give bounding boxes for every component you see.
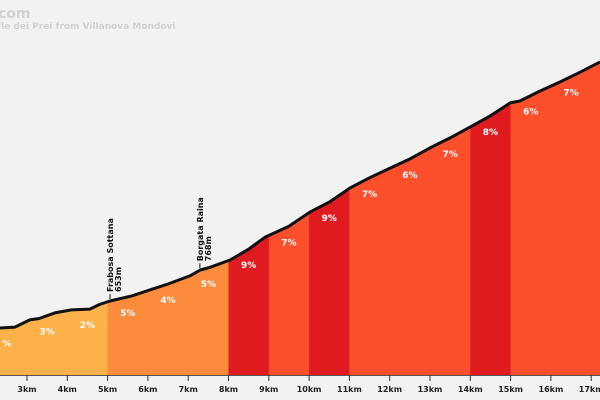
x-tick-label: 5km bbox=[98, 385, 117, 394]
gradient-segment bbox=[591, 61, 600, 375]
gradient-label: 5% bbox=[201, 280, 216, 290]
x-tick-label: 3km bbox=[17, 385, 36, 394]
x-tick-label: 8km bbox=[219, 385, 238, 394]
x-tick-label: 14km bbox=[458, 385, 483, 394]
marker-name: Borgata Raina bbox=[196, 197, 205, 261]
site-title: com bbox=[0, 6, 31, 22]
x-tick-label: 12km bbox=[377, 385, 402, 394]
x-tick-label: 15km bbox=[498, 385, 523, 394]
gradient-segment bbox=[309, 61, 350, 375]
gradient-segment bbox=[67, 61, 109, 375]
x-tick-label: 11km bbox=[337, 385, 362, 394]
gradient-label: 3% bbox=[40, 328, 55, 338]
x-tick-label: 4km bbox=[58, 385, 77, 394]
marker-name: Frabosa Sottana bbox=[106, 218, 115, 292]
gradient-segment bbox=[470, 61, 512, 375]
gradient-segment bbox=[188, 61, 229, 375]
gradient-label: 7% bbox=[362, 190, 377, 200]
gradient-segment bbox=[430, 61, 471, 375]
marker-elevation: 653m bbox=[114, 267, 123, 292]
gradient-label: 7% bbox=[281, 238, 296, 248]
gradient-label: 5% bbox=[120, 309, 135, 319]
profile-line bbox=[0, 60, 600, 330]
gradient-segment bbox=[550, 61, 592, 375]
x-tick-label: 9km bbox=[259, 385, 278, 394]
gradient-segment bbox=[268, 61, 310, 375]
x-tick-label: 6km bbox=[138, 385, 157, 394]
gradient-label: 9% bbox=[241, 261, 256, 271]
gradient-label: 2% bbox=[80, 321, 95, 331]
gradient-segment bbox=[147, 61, 189, 375]
gradient-label: % bbox=[2, 340, 11, 350]
gradient-label: 7% bbox=[563, 89, 578, 99]
gradient-segment bbox=[349, 61, 391, 375]
x-tick-label: 17km bbox=[579, 385, 600, 394]
gradient-label: 9% bbox=[322, 214, 337, 224]
gradient-label: 8% bbox=[483, 128, 498, 138]
gradient-segment bbox=[0, 61, 28, 375]
gradient-segment bbox=[389, 61, 431, 375]
climb-subtitle: lle dei Prei from Villanova Mondovi bbox=[0, 22, 176, 32]
gradient-label: 6% bbox=[523, 108, 538, 118]
marker-elevation: 768m bbox=[204, 236, 213, 261]
x-tick-label: 7km bbox=[179, 385, 198, 394]
gradient-label: 7% bbox=[443, 150, 458, 160]
gradient-segment bbox=[228, 61, 270, 375]
x-tick-label: 16km bbox=[539, 385, 564, 394]
gradient-label: 4% bbox=[160, 296, 175, 306]
x-tick-label: 13km bbox=[418, 385, 443, 394]
gradient-label: 6% bbox=[402, 171, 417, 181]
x-tick-label: 10km bbox=[297, 385, 322, 394]
gradient-segment bbox=[510, 61, 552, 375]
